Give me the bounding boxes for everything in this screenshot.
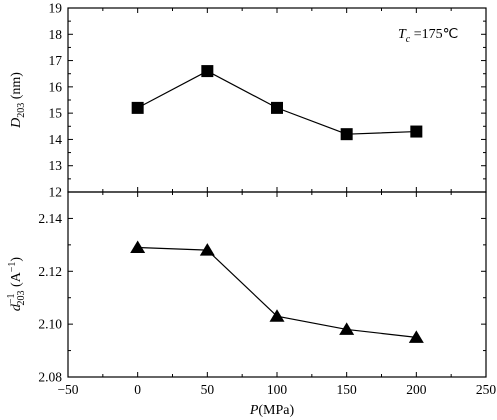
top-y-tick-label: 17 <box>49 53 63 68</box>
top-ticks: 12 13 14 15 16 17 18 19 <box>49 1 487 200</box>
x-tick-label: 50 <box>201 382 215 397</box>
bottom-data-point-triangle <box>269 309 285 322</box>
x-axis-title: P(MPa) <box>249 403 295 418</box>
top-y-tick-label: 19 <box>49 1 63 16</box>
bottom-panel: 2.08 2.10 2.12 2.14 −50 0 50 100 150 200 250 d−120… <box>6 191 496 418</box>
bottom-data-point-triangle <box>130 240 146 253</box>
x-tick-label: 200 <box>406 382 427 397</box>
x-tick-label: 0 <box>134 382 141 397</box>
top-y-tick-label: 14 <box>49 132 63 147</box>
top-y-tick-label: 16 <box>49 79 63 94</box>
top-panel: 12 13 14 15 16 17 18 19 Tc =175℃ D203 (nm) <box>9 1 487 200</box>
bottom-plot-frame <box>67 191 487 378</box>
top-data-point-square <box>201 65 214 78</box>
x-tick-label: 250 <box>476 382 497 397</box>
top-series <box>131 65 423 141</box>
top-y-tick-label: 13 <box>49 158 63 173</box>
top-data-point-square <box>410 125 423 138</box>
top-y-tick-label: 15 <box>49 106 63 121</box>
bottom-ticks: 2.08 2.10 2.12 2.14 −50 0 50 100 150 200 250 <box>38 192 496 397</box>
top-annotation: Tc =175℃ <box>398 27 458 45</box>
bottom-data-point-triangle <box>199 243 215 256</box>
bottom-y-tick-label: 2.14 <box>38 211 62 226</box>
bottom-series <box>130 240 424 343</box>
bottom-y-tick-label: 2.12 <box>38 264 62 279</box>
top-y-tick-label: 12 <box>49 185 63 200</box>
top-data-point-square <box>271 101 283 114</box>
top-y-tick-label: 18 <box>49 27 63 42</box>
top-data-point-square <box>340 128 353 141</box>
bottom-series-line <box>137 246 417 338</box>
x-tick-label: 100 <box>267 382 288 397</box>
x-tick-label: −50 <box>57 382 78 397</box>
top-data-point-square <box>131 101 144 114</box>
top-y-axis-title: D203 (nm) <box>9 72 27 129</box>
x-tick-label: 150 <box>337 382 358 397</box>
bottom-data-point-triangle <box>339 322 355 335</box>
bottom-y-tick-label: 2.10 <box>38 317 62 332</box>
bottom-y-tick-label: 2.08 <box>38 370 62 385</box>
bottom-y-axis-title: d−1203 (A−1) <box>6 257 27 312</box>
bottom-data-point-triangle <box>408 330 424 343</box>
